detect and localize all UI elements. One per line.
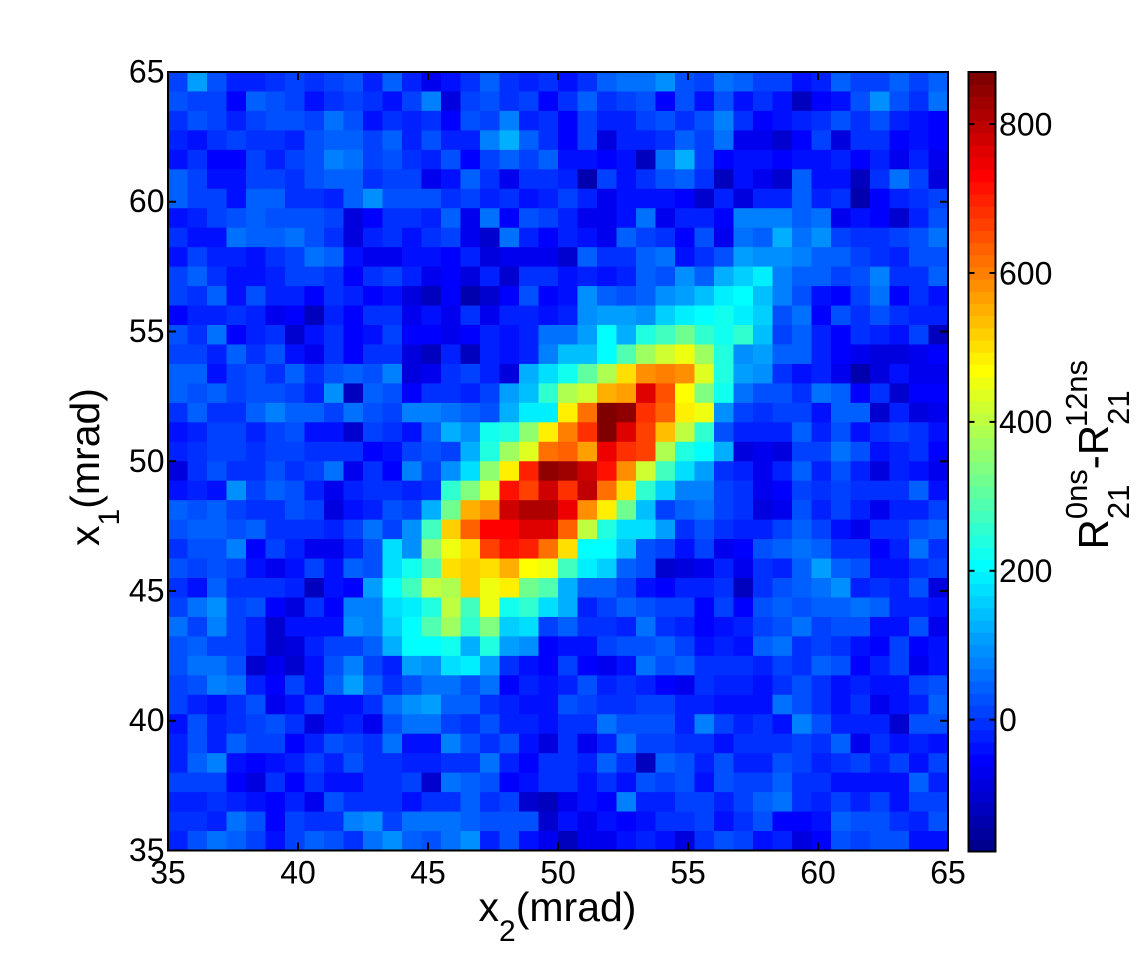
svg-text:35: 35 [150,855,186,891]
svg-text:200: 200 [999,553,1052,589]
svg-text:65: 65 [129,54,165,90]
svg-text:50: 50 [540,855,576,891]
svg-text:40: 40 [129,702,165,738]
svg-text:35: 35 [129,832,165,868]
svg-text:45: 45 [410,855,446,891]
svg-text:400: 400 [999,404,1052,440]
svg-text:40: 40 [280,855,316,891]
svg-text:50: 50 [129,443,165,479]
svg-text:65: 65 [930,855,966,891]
svg-text:600: 600 [999,255,1052,291]
svg-text:55: 55 [129,313,165,349]
svg-text:55: 55 [670,855,706,891]
svg-text:800: 800 [999,106,1052,142]
svg-text:45: 45 [129,573,165,609]
svg-text:0: 0 [999,702,1017,738]
svg-text:60: 60 [129,183,165,219]
svg-text:60: 60 [800,855,836,891]
